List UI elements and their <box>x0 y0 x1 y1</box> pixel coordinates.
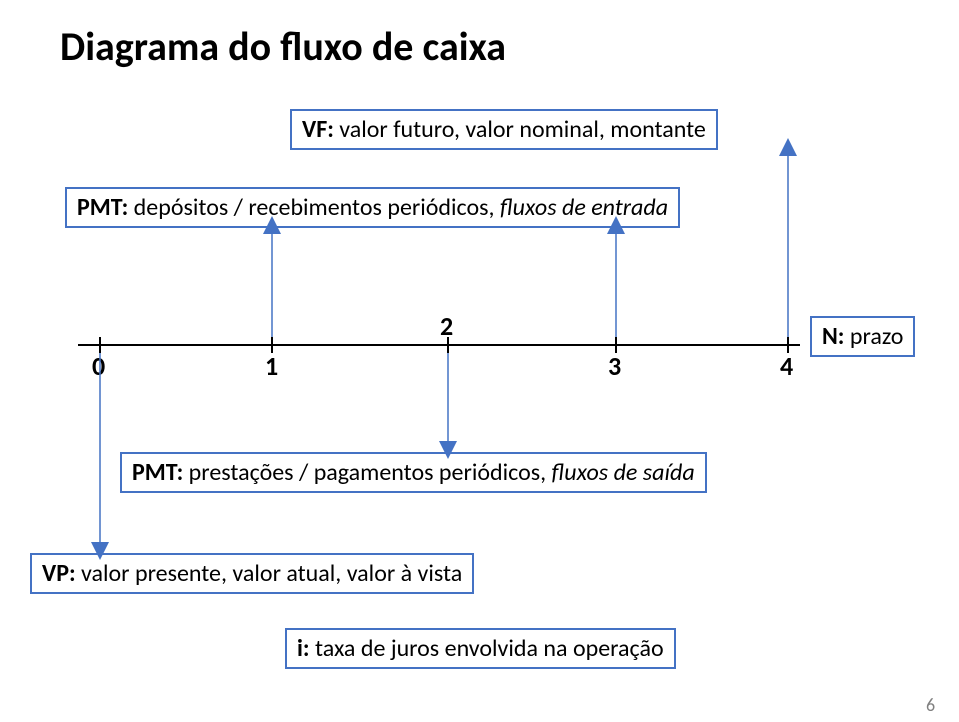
period-0: 0 <box>92 350 105 382</box>
page-title: Diagrama do fluxo de caixa <box>60 22 506 71</box>
box-pmt-in-bold: PMT: <box>77 193 128 222</box>
period-2: 2 <box>440 310 453 342</box>
box-pmt-in: PMT: depósitos / recebimentos periódicos… <box>65 187 680 228</box>
box-pmt-out: PMT: prestações / pagamentos periódicos,… <box>120 452 707 493</box>
period-1: 1 <box>265 350 278 382</box>
box-pmt-out-bold: PMT: <box>132 458 183 487</box>
box-i: i: taxa de juros envolvida na operação <box>285 628 676 669</box>
box-vp: VP: valor presente, valor atual, valor à… <box>30 553 474 594</box>
box-i-bold: i: <box>297 634 310 663</box>
box-pmt-out-italic: fluxos de saída <box>552 458 695 487</box>
page-number: 6 <box>926 694 935 716</box>
box-i-rest: taxa de juros envolvida na operação <box>310 634 664 663</box>
box-vf-bold: VF: <box>302 115 334 144</box>
box-vf-rest: valor futuro, valor nominal, montante <box>334 115 706 144</box>
box-n-rest: prazo <box>844 322 903 351</box>
box-pmt-in-rest: depósitos / recebimentos periódicos, <box>128 193 500 222</box>
box-pmt-out-rest: prestações / pagamentos periódicos, <box>183 458 551 487</box>
period-4: 4 <box>780 350 793 382</box>
box-n: N: prazo <box>810 316 915 357</box>
box-vp-rest: valor presente, valor atual, valor à vis… <box>76 559 463 588</box>
box-pmt-in-italic: fluxos de entrada <box>500 193 668 222</box>
box-vp-bold: VP: <box>42 559 76 588</box>
box-vf: VF: valor futuro, valor nominal, montant… <box>290 109 718 150</box>
period-3: 3 <box>608 350 621 382</box>
box-n-bold: N: <box>822 322 844 351</box>
